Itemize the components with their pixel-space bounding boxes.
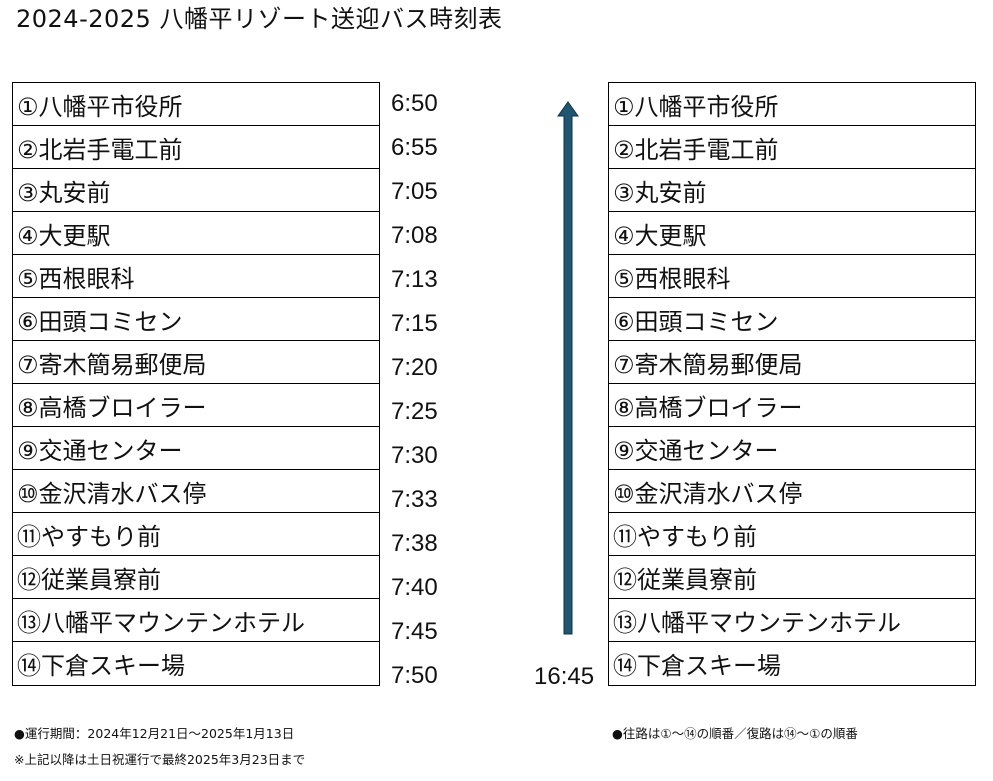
outbound-stop-cell: ⑫従業員寮前 xyxy=(13,556,379,599)
outbound-time-cell: 7:40 xyxy=(391,574,438,601)
outbound-stop-cell: ⑩金沢清水バス停 xyxy=(13,470,379,513)
outbound-stop-cell: ⑤西根眼科 xyxy=(13,255,379,298)
return-stop-cell: ②北岩手電工前 xyxy=(609,126,975,169)
outbound-time-cell: 7:05 xyxy=(391,178,438,205)
return-stop-cell: ⑩金沢清水バス停 xyxy=(609,470,975,513)
outbound-time-cell: 7:50 xyxy=(391,662,438,689)
return-stop-cell: ①八幡平市役所 xyxy=(609,83,975,126)
return-stop-cell: ⑤西根眼科 xyxy=(609,255,975,298)
outbound-time-cell: 7:30 xyxy=(391,442,438,469)
operating-period-note: ●運行期間：2024年12月21日～2025年1月13日 xyxy=(14,726,295,741)
outbound-stop-cell: ①八幡平市役所 xyxy=(13,83,379,126)
return-stop-cell: ⑦寄木簡易郵便局 xyxy=(609,341,975,384)
return-stop-cell: ⑧高橋ブロイラー xyxy=(609,384,975,427)
outbound-stop-list: ①八幡平市役所 ②北岩手電工前 ③丸安前 ④大更駅 ⑤西根眼科 ⑥田頭コミセン ⑦寄木簡易郵… xyxy=(12,82,380,686)
outbound-stop-cell: ⑥田頭コミセン xyxy=(13,298,379,341)
return-direction-arrow-icon xyxy=(557,101,579,635)
outbound-time-cell: 7:45 xyxy=(391,618,438,645)
route-order-note: ●往路は①～⑭の順番／復路は⑭～①の順番 xyxy=(612,726,858,741)
outbound-time-cell: 6:55 xyxy=(391,134,438,161)
outbound-time-cell: 7:08 xyxy=(391,222,438,249)
outbound-time-cell: 7:25 xyxy=(391,398,438,425)
outbound-time-list: 6:50 6:55 7:05 7:08 7:13 7:15 7:20 7:25 7:30 7:33… xyxy=(391,82,451,698)
outbound-time-cell: 7:33 xyxy=(391,486,438,513)
outbound-stop-cell: ⑬八幡平マウンテンホテル xyxy=(13,599,379,642)
outbound-stop-cell: ⑦寄木簡易郵便局 xyxy=(13,341,379,384)
outbound-time-cell: 6:50 xyxy=(391,90,438,117)
outbound-stop-cell: ②北岩手電工前 xyxy=(13,126,379,169)
return-stop-cell: ⑪やすもり前 xyxy=(609,513,975,556)
outbound-time-cell: 7:15 xyxy=(391,310,438,337)
outbound-stop-cell: ⑭下倉スキー場 xyxy=(13,642,379,686)
outbound-time-cell: 7:13 xyxy=(391,266,438,293)
return-stop-cell: ⑭下倉スキー場 xyxy=(609,642,975,686)
return-stop-cell: ⑨交通センター xyxy=(609,427,975,470)
return-stop-list: ①八幡平市役所 ②北岩手電工前 ③丸安前 ④大更駅 ⑤西根眼科 ⑥田頭コミセン ⑦寄木簡易郵… xyxy=(608,82,976,686)
outbound-time-cell: 7:20 xyxy=(391,354,438,381)
return-stop-cell: ③丸安前 xyxy=(609,169,975,212)
later-schedule-note: ※上記以降は土日祝運行で最終2025年3月23日まで xyxy=(14,752,306,767)
outbound-stop-cell: ⑨交通センター xyxy=(13,427,379,470)
outbound-time-cell: 7:38 xyxy=(391,530,438,557)
return-stop-cell: ⑥田頭コミセン xyxy=(609,298,975,341)
page-title: 2024-2025 八幡平リゾート送迎バス時刻表 xyxy=(16,5,503,33)
outbound-stop-cell: ⑪やすもり前 xyxy=(13,513,379,556)
outbound-stop-cell: ③丸安前 xyxy=(13,169,379,212)
return-stop-cell: ④大更駅 xyxy=(609,212,975,255)
return-stop-cell: ⑫従業員寮前 xyxy=(609,556,975,599)
outbound-stop-cell: ⑧高橋ブロイラー xyxy=(13,384,379,427)
return-stop-cell: ⑬八幡平マウンテンホテル xyxy=(609,599,975,642)
return-departure-time: 16:45 xyxy=(534,663,595,690)
outbound-stop-cell: ④大更駅 xyxy=(13,212,379,255)
